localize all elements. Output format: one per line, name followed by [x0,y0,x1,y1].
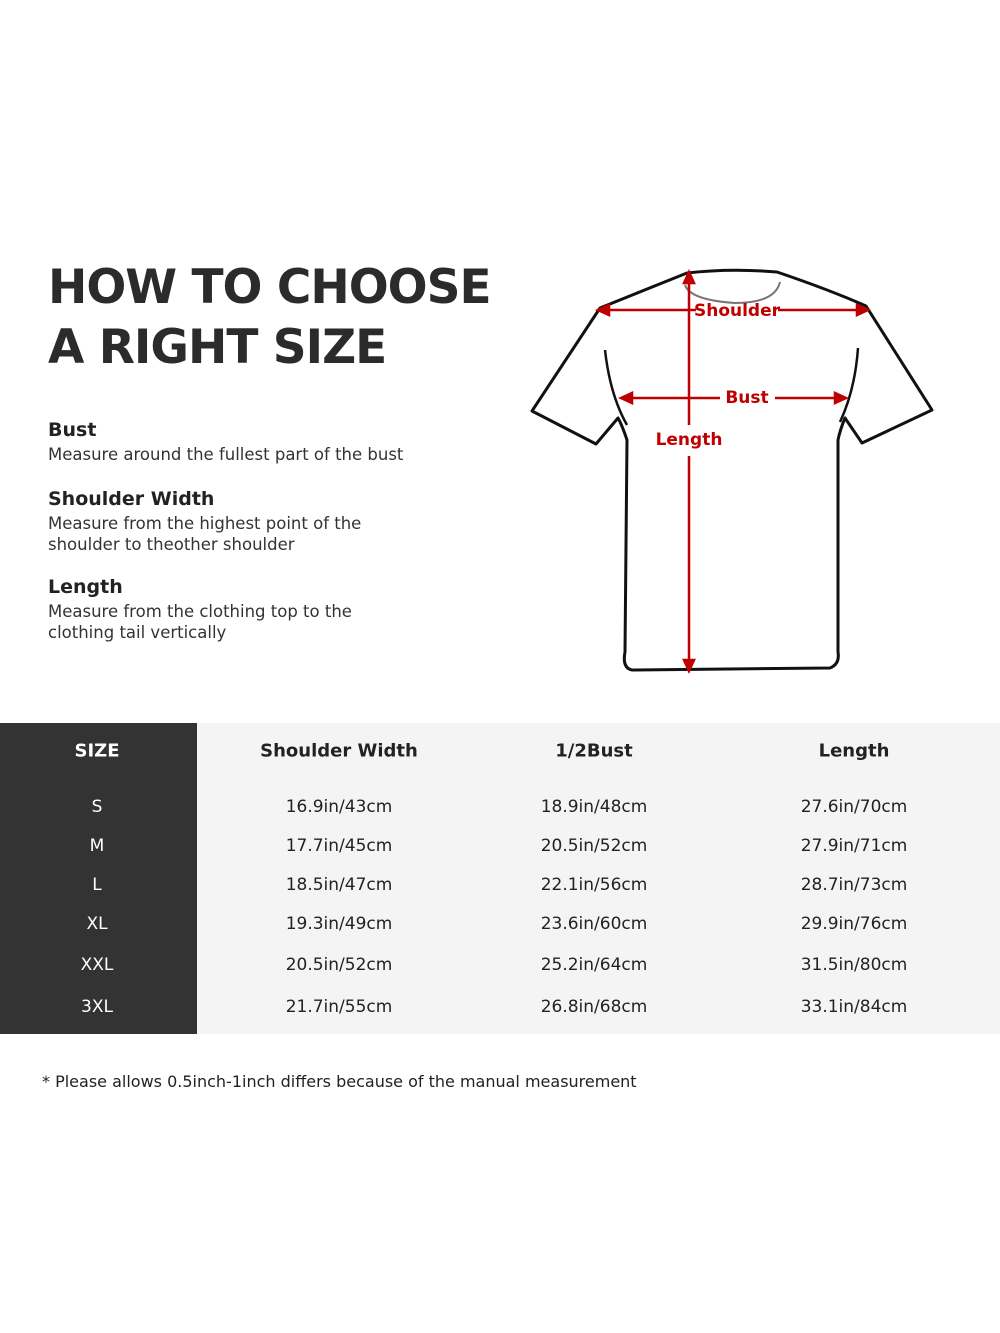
table-cell: 23.6in/60cm [540,914,648,934]
guide-text: Measure from the clothing top to the clot… [48,602,352,642]
table-cell: 20.5in/52cm [540,836,648,856]
table-cell: 16.9in/43cm [285,797,393,817]
size-label: S [91,797,103,817]
column-header: Shoulder Width [260,740,418,762]
guide-heading: Bust [48,419,97,441]
guide-heading: Shoulder Width [48,488,215,510]
title-line-1: HOW TO CHOOSE [48,260,492,315]
table-cell: 28.7in/73cm [800,875,908,895]
column-header: 1/2Bust [555,740,633,762]
table-cell: 22.1in/56cm [540,875,648,895]
tshirt-outline [530,268,934,672]
size-label: XL [86,914,108,934]
guide-text: Measure from the highest point of the sho… [48,514,362,554]
table-cell: 26.8in/68cm [540,997,648,1017]
table-cell: 33.1in/84cm [800,997,908,1017]
page-title: HOW TO CHOOSE A RIGHT SIZE [48,258,492,378]
size-label: XXL [80,955,114,975]
shoulder-label: Shoulder [694,301,781,321]
size-label: M [89,836,105,856]
size-label: 3XL [81,997,113,1017]
tshirt-diagram: Shoulder Bust Length [530,268,934,675]
table-cell: 29.9in/76cm [800,914,908,934]
length-label: Length [656,430,723,450]
table-cell: 31.5in/80cm [800,955,908,975]
table-cell: 27.9in/71cm [800,836,908,856]
guide-length: Length Measure from the clothing top to … [48,575,352,643]
table-cell: 17.7in/45cm [285,836,393,856]
bust-label: Bust [725,388,768,408]
table-cell: 20.5in/52cm [285,955,393,975]
table-cell: 21.7in/55cm [285,997,393,1017]
size-label: L [92,875,102,895]
size-column [0,723,197,1034]
table-cell: 19.3in/49cm [285,914,393,934]
title-line-2: A RIGHT SIZE [48,320,387,375]
column-header: Length [818,740,890,762]
size-table: SIZE Shoulder Width 1/2Bust Length S 16.9in/4… [0,723,1000,1034]
guide-heading: Length [48,576,123,598]
guide-shoulder: Shoulder Width Measure from the highest … [48,487,361,555]
footnote: * Please allows 0.5inch-1inch differs be… [42,1072,637,1091]
table-cell: 18.9in/48cm [540,797,648,817]
table-cell: 18.5in/47cm [285,875,393,895]
table-cell: 27.6in/70cm [800,797,908,817]
guide-bust: Bust Measure around the fullest part of … [48,418,403,465]
guide-text: Measure around the fullest part of the b… [48,445,404,464]
column-header: SIZE [74,740,120,762]
table-cell: 25.2in/64cm [540,955,648,975]
